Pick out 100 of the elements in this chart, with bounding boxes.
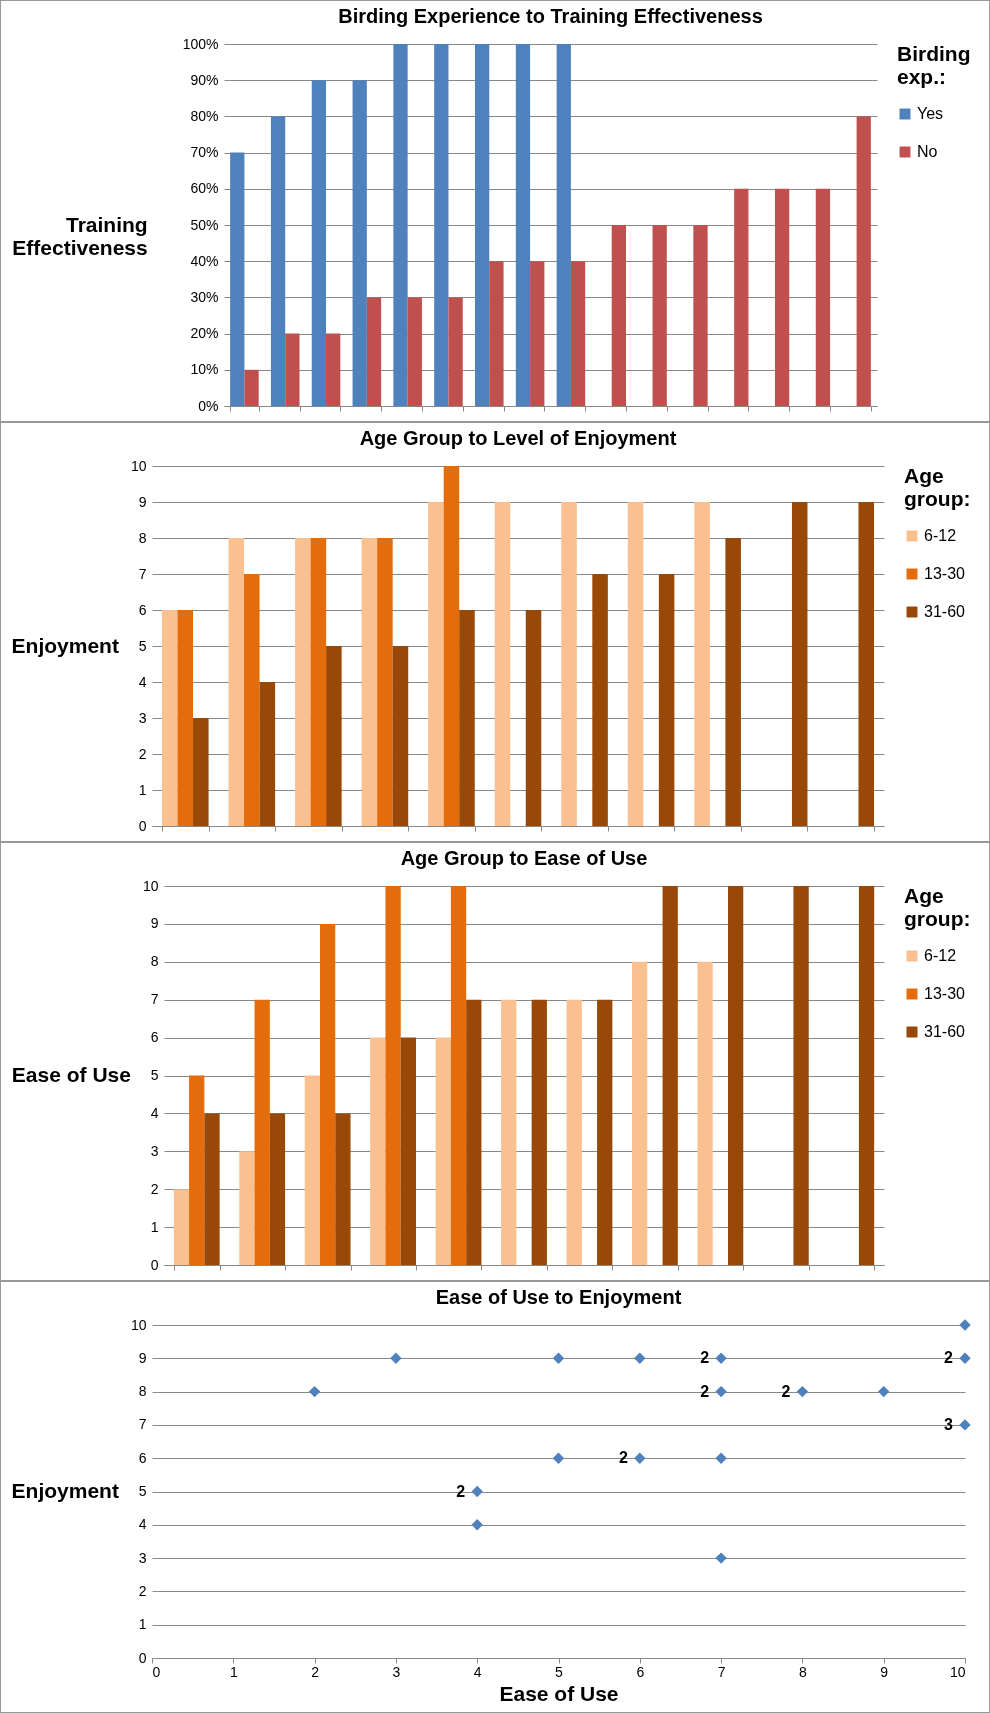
- y-tick-label: 9: [138, 1349, 147, 1366]
- bar: [793, 886, 809, 1265]
- bar: [335, 1113, 351, 1265]
- x-tick-label: 9: [880, 1663, 889, 1680]
- y-tick-label: 5: [138, 637, 147, 654]
- point: [471, 1485, 483, 1498]
- y-tick-label: 7: [138, 1416, 147, 1433]
- y-tick-label: 3: [138, 1549, 147, 1566]
- bar: [693, 225, 708, 406]
- bar: [407, 297, 422, 406]
- point: [959, 1319, 971, 1331]
- bar: [259, 682, 276, 826]
- y-tick-label: 0: [150, 1256, 159, 1273]
- bar: [515, 44, 531, 406]
- bar: [858, 502, 875, 826]
- x-tick-label: 2: [311, 1663, 320, 1680]
- bar: [561, 502, 577, 826]
- y-tick-label: 70%: [190, 144, 219, 161]
- x-tick-label: 7: [717, 1663, 726, 1680]
- point: [959, 1419, 971, 1431]
- bar: [400, 1037, 416, 1265]
- bar: [326, 646, 342, 826]
- point: [796, 1385, 809, 1398]
- y-tick-label: 9: [150, 915, 159, 932]
- bar: [501, 999, 517, 1265]
- bar: [530, 261, 545, 406]
- y-tick-label: 20%: [190, 325, 219, 342]
- bar: [525, 610, 542, 826]
- chart-title: Birding Experience to Training Effectiveness: [338, 5, 763, 27]
- legend-label: Yes: [917, 105, 944, 122]
- y-tick-label: 3: [138, 709, 147, 726]
- bar: [450, 886, 467, 1265]
- bar: [285, 333, 300, 406]
- bar: [392, 646, 409, 826]
- point: [715, 1352, 727, 1364]
- y-tick-label: 6: [150, 1029, 159, 1046]
- y-tick-label: 40%: [190, 252, 219, 269]
- legend-label: 13-30: [924, 565, 966, 582]
- bar: [531, 999, 547, 1265]
- legend-title: Age group:: [904, 464, 971, 510]
- bar: [269, 1113, 286, 1265]
- point: [634, 1352, 646, 1364]
- bar: [177, 610, 194, 826]
- chart-title: Age Group to Ease of Use: [400, 847, 648, 869]
- y-tick-label: 6: [138, 1449, 147, 1466]
- bar: [189, 1075, 205, 1265]
- bar: [725, 538, 741, 826]
- y-tick-label: 100%: [182, 35, 219, 52]
- legend-title: Age group:: [904, 884, 971, 930]
- y-tick-label: 1: [138, 781, 147, 798]
- bar: [459, 610, 475, 826]
- y-tick-label: 0%: [198, 397, 219, 414]
- legend-label: No: [917, 143, 938, 160]
- point: [634, 1452, 646, 1464]
- y-tick-label: 50%: [190, 216, 219, 233]
- annotation: 2: [700, 1382, 710, 1400]
- bar: [228, 538, 245, 826]
- x-axis-title: Ease of Use: [499, 1681, 619, 1705]
- x-tick-label: 10: [949, 1663, 966, 1680]
- y-tick-label: 8: [138, 529, 147, 546]
- point: [715, 1385, 727, 1398]
- bar: [791, 502, 808, 826]
- y-tick-label: 10: [130, 1316, 147, 1333]
- y-axis-title: Ease of Use: [11, 1063, 131, 1086]
- legend-label: 6-12: [924, 947, 957, 964]
- x-tick-label: 8: [799, 1663, 807, 1680]
- bar: [611, 225, 626, 406]
- bar: [728, 886, 744, 1265]
- y-tick-label: 80%: [190, 107, 219, 124]
- bar: [774, 188, 790, 406]
- annotation: 2: [618, 1449, 628, 1467]
- y-tick-label: 2: [138, 1582, 147, 1599]
- bar: [435, 1037, 451, 1265]
- bar: [393, 44, 408, 406]
- y-tick-label: 1: [138, 1616, 147, 1633]
- bar: [366, 297, 382, 406]
- bar: [815, 188, 831, 406]
- bar: [443, 466, 460, 826]
- point: [552, 1352, 565, 1364]
- bar: [310, 538, 327, 826]
- point: [878, 1385, 890, 1398]
- y-tick-label: 10%: [190, 361, 219, 378]
- y-tick-label: 5: [150, 1067, 159, 1083]
- bar: [856, 116, 871, 406]
- bar: [377, 538, 393, 826]
- y-tick-label: 0: [138, 817, 147, 834]
- annotation: 2: [456, 1482, 466, 1500]
- bar: [370, 1037, 386, 1265]
- y-tick-label: 2: [138, 745, 147, 762]
- bar: [597, 999, 613, 1265]
- chart-title: Ease of Use to Enjoyment: [435, 1286, 682, 1308]
- annotation: 3: [944, 1415, 954, 1433]
- bar: [295, 538, 311, 826]
- annotation: 2: [700, 1349, 710, 1367]
- x-tick-label: 5: [555, 1663, 564, 1680]
- y-tick-label: 30%: [190, 288, 219, 305]
- point: [390, 1352, 402, 1364]
- bar: [173, 1189, 190, 1265]
- y-tick-label: 7: [150, 991, 159, 1008]
- bar: [627, 502, 644, 826]
